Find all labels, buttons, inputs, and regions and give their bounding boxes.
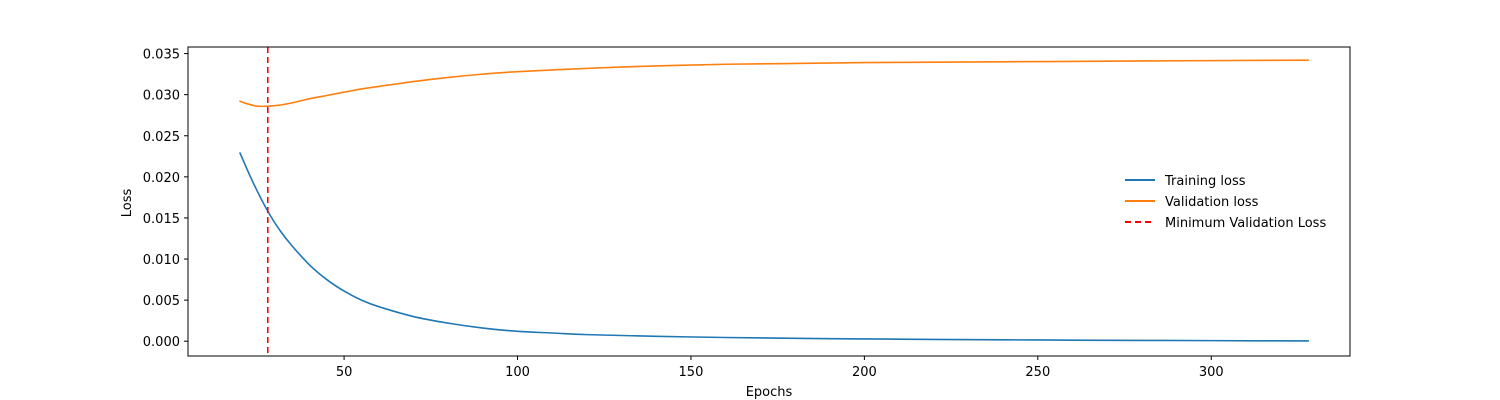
x-tick-label: 250 — [1025, 365, 1050, 380]
plot-area — [239, 47, 1310, 356]
y-tick-label: 0.010 — [143, 253, 180, 268]
y-tick-label: 0.025 — [143, 130, 180, 145]
x-tick-label: 150 — [679, 365, 704, 380]
y-axis-ticks: 0.000 0.005 0.010 0.015 0.020 0.025 0.030 0.035 — [143, 48, 188, 350]
legend: Training loss Validation loss Minimum Va… — [1125, 174, 1326, 231]
plot-frame — [187, 46, 1351, 357]
y-tick-label: 0.000 — [143, 335, 180, 350]
y-tick-label: 0.035 — [143, 48, 180, 63]
x-tick-label: 100 — [505, 365, 530, 380]
x-axis-ticks: 50 100 150 200 250 300 — [336, 356, 1224, 380]
y-tick-label: 0.015 — [143, 212, 180, 227]
x-tick-label: 300 — [1199, 365, 1224, 380]
legend-label-training: Training loss — [1164, 174, 1246, 189]
y-tick-label: 0.030 — [143, 89, 180, 104]
series-line-training-loss — [239, 152, 1310, 342]
x-tick-label: 200 — [852, 365, 877, 380]
x-tick-label: 50 — [336, 365, 353, 380]
x-axis-title: Epochs — [746, 385, 793, 400]
legend-label-validation: Validation loss — [1165, 195, 1259, 210]
y-tick-label: 0.020 — [143, 171, 180, 186]
series-line-validation-loss — [239, 59, 1310, 108]
y-axis-title: Loss — [120, 189, 135, 218]
y-tick-label: 0.005 — [143, 294, 180, 309]
legend-label-min-val: Minimum Validation Loss — [1165, 216, 1326, 231]
